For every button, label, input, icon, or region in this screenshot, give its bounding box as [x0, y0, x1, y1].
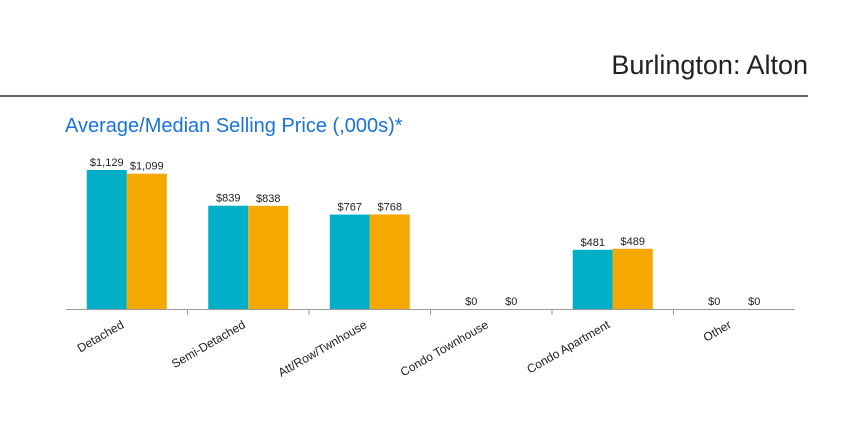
- x-tick-label: Detached: [75, 317, 126, 355]
- x-tick-label: Condo Townhouse: [398, 317, 491, 379]
- data-label-average: $0: [465, 296, 477, 308]
- x-tick-label: Semi-Detached: [169, 317, 248, 370]
- data-label-median: $0: [748, 296, 760, 308]
- data-label-average: $839: [216, 193, 240, 205]
- data-label-average: $0: [708, 296, 720, 308]
- x-tick-label: Att/Row/Twnhouse: [276, 317, 370, 379]
- bar-average-semi-detached: [208, 205, 249, 309]
- data-label-median: $838: [256, 193, 280, 205]
- bar-average-att-row-twnhouse: [329, 214, 370, 309]
- data-label-median: $0: [505, 296, 517, 308]
- data-label-median: $489: [621, 236, 645, 248]
- x-tick-label: Other: [701, 317, 734, 344]
- page-title: Burlington: Alton: [611, 50, 808, 80]
- bar-median-detached: [126, 173, 167, 309]
- bar-median-condo-apartment: [612, 248, 653, 309]
- bar-median-semi-detached: [248, 205, 289, 309]
- header-divider: [0, 95, 808, 97]
- data-label-median: $768: [378, 201, 402, 213]
- bar-median-att-row-twnhouse: [369, 214, 410, 309]
- data-label-average: $1,129: [90, 157, 124, 169]
- data-label-median: $1,099: [130, 161, 164, 173]
- data-label-average: $767: [338, 202, 362, 214]
- chart-title: Average/Median Selling Price (,000s)*: [65, 115, 403, 137]
- x-tick-label: Condo Apartment: [524, 317, 612, 376]
- data-label-average: $481: [581, 237, 605, 249]
- bar-average-detached: [86, 170, 127, 309]
- bar-average-condo-apartment: [572, 249, 613, 309]
